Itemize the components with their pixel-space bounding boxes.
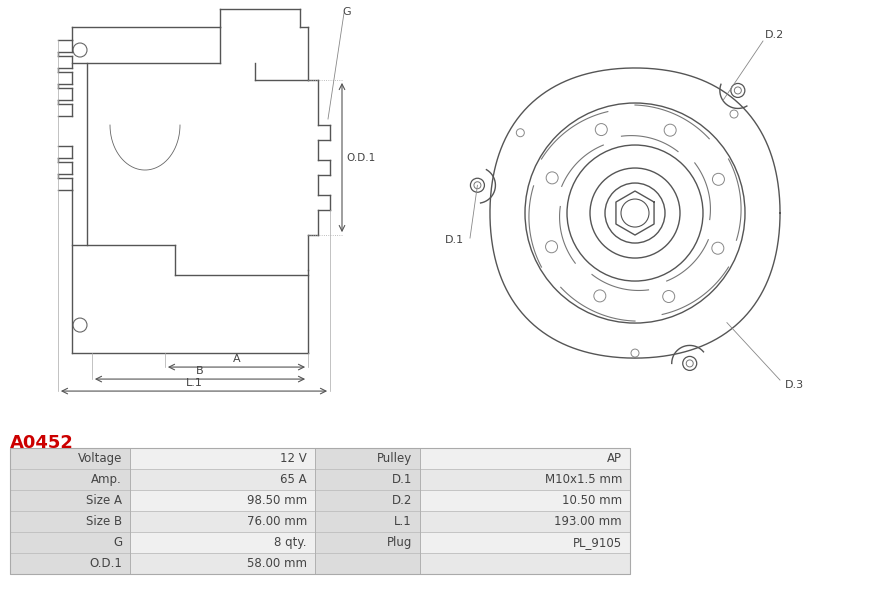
- Text: G: G: [113, 536, 122, 549]
- Text: 76.00 mm: 76.00 mm: [247, 515, 307, 528]
- Text: D.1: D.1: [392, 473, 412, 486]
- Bar: [130, 469, 315, 490]
- Text: Size B: Size B: [86, 515, 122, 528]
- Text: PL_9105: PL_9105: [573, 536, 622, 549]
- Bar: [315, 490, 420, 511]
- Text: 98.50 mm: 98.50 mm: [247, 494, 307, 507]
- Text: Pulley: Pulley: [377, 452, 412, 465]
- Bar: [130, 448, 315, 469]
- Bar: [420, 490, 630, 511]
- Text: M10x1.5 mm: M10x1.5 mm: [545, 473, 622, 486]
- Text: 193.00 mm: 193.00 mm: [555, 515, 622, 528]
- Bar: [420, 553, 630, 574]
- Text: O.D.1: O.D.1: [346, 153, 375, 163]
- Text: Amp.: Amp.: [92, 473, 122, 486]
- Bar: [10, 448, 630, 574]
- Text: Plug: Plug: [387, 536, 412, 549]
- Text: 65 A: 65 A: [280, 473, 307, 486]
- Text: 10.50 mm: 10.50 mm: [562, 494, 622, 507]
- Text: D.1: D.1: [445, 235, 464, 245]
- Bar: [10, 532, 130, 553]
- Bar: [130, 532, 315, 553]
- Bar: [420, 532, 630, 553]
- Bar: [420, 469, 630, 490]
- Bar: [10, 511, 130, 532]
- Text: AP: AP: [607, 452, 622, 465]
- Bar: [10, 469, 130, 490]
- Text: D.2: D.2: [765, 30, 784, 40]
- Bar: [315, 469, 420, 490]
- Text: A0452: A0452: [10, 434, 74, 452]
- Bar: [10, 490, 130, 511]
- Text: 12 V: 12 V: [280, 452, 307, 465]
- Bar: [315, 448, 420, 469]
- Text: O.D.1: O.D.1: [89, 557, 122, 570]
- Text: L.1: L.1: [394, 515, 412, 528]
- Bar: [10, 553, 130, 574]
- Text: D.2: D.2: [392, 494, 412, 507]
- Bar: [420, 448, 630, 469]
- Text: 58.00 mm: 58.00 mm: [247, 557, 307, 570]
- Text: Size A: Size A: [86, 494, 122, 507]
- Text: 8 qty.: 8 qty.: [275, 536, 307, 549]
- Bar: [130, 553, 315, 574]
- Text: A: A: [233, 354, 240, 364]
- Bar: [315, 532, 420, 553]
- Bar: [10, 448, 130, 469]
- Bar: [315, 553, 420, 574]
- Text: Voltage: Voltage: [77, 452, 122, 465]
- Text: D.3: D.3: [785, 380, 805, 390]
- Bar: [420, 511, 630, 532]
- Text: L.1: L.1: [186, 378, 203, 388]
- Text: G: G: [342, 7, 350, 17]
- Bar: [315, 511, 420, 532]
- Bar: [130, 511, 315, 532]
- Text: B: B: [196, 366, 204, 376]
- Bar: [130, 490, 315, 511]
